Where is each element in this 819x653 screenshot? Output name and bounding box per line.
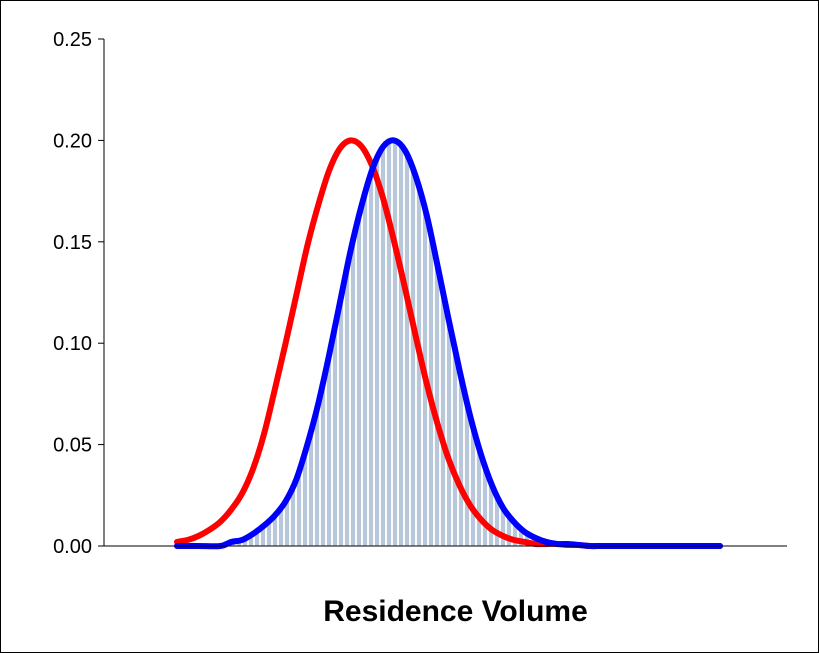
- y-tick-label: 0.00: [53, 536, 92, 558]
- histogram-bar: [404, 155, 410, 547]
- histogram-bar: [440, 292, 446, 546]
- histogram-bar: [392, 141, 398, 546]
- histogram-bar: [506, 515, 512, 546]
- histogram-bar: [458, 376, 464, 546]
- histogram-bar: [248, 534, 254, 546]
- histogram-bar: [266, 520, 272, 546]
- histogram-bar: [296, 471, 302, 546]
- histogram-bar: [260, 526, 266, 546]
- histogram-bar: [254, 530, 260, 546]
- histogram-bar: [434, 263, 440, 546]
- histogram-bar: [272, 515, 278, 546]
- histogram-bar: [338, 297, 344, 546]
- histogram-bar: [518, 528, 524, 546]
- histogram-bar: [344, 268, 350, 546]
- y-tick-label: 0.10: [53, 333, 92, 355]
- histogram-bar: [416, 187, 422, 547]
- histogram-bar: [326, 355, 332, 546]
- histogram-bar: [476, 447, 482, 546]
- y-tick-label: 0.25: [53, 29, 92, 51]
- histogram-bar: [290, 486, 296, 546]
- histogram-bar: [308, 430, 314, 546]
- histogram-bar: [242, 538, 248, 546]
- histogram-bar: [488, 482, 494, 546]
- histogram-bar: [452, 349, 458, 546]
- histogram-bar: [398, 146, 404, 546]
- plot-fill-layer: [224, 141, 578, 547]
- y-tick-label: 0.05: [53, 435, 92, 457]
- histogram-bar: [482, 465, 488, 546]
- histogram-bar: [410, 169, 416, 546]
- histogram-bar: [356, 216, 362, 547]
- y-ticks-group: 0.00 0.05 0.10 0.15 0.20 0.25: [53, 29, 104, 558]
- histogram-bar: [302, 451, 308, 546]
- y-tick-label: 0.15: [53, 232, 92, 254]
- x-axis-title: Residence Volume: [323, 595, 588, 628]
- histogram-bar: [470, 426, 476, 546]
- histogram-bar: [494, 495, 500, 546]
- histogram-bar: [284, 498, 290, 546]
- histogram-bar: [374, 159, 380, 546]
- histogram-bar: [464, 402, 470, 546]
- histogram-bar: [362, 193, 368, 546]
- histogram-bar: [446, 321, 452, 546]
- histogram-bar: [314, 408, 320, 546]
- histogram-bar: [512, 522, 518, 546]
- histogram-bar: [380, 147, 386, 546]
- y-tick-label: 0.20: [53, 130, 92, 152]
- histogram-bar: [368, 173, 374, 546]
- histogram-bar: [320, 382, 326, 546]
- histogram-bar: [386, 143, 392, 546]
- histogram-bar: [278, 507, 284, 546]
- histogram-bar: [350, 240, 356, 546]
- histogram-bar: [332, 326, 338, 546]
- histogram-bar: [500, 507, 506, 546]
